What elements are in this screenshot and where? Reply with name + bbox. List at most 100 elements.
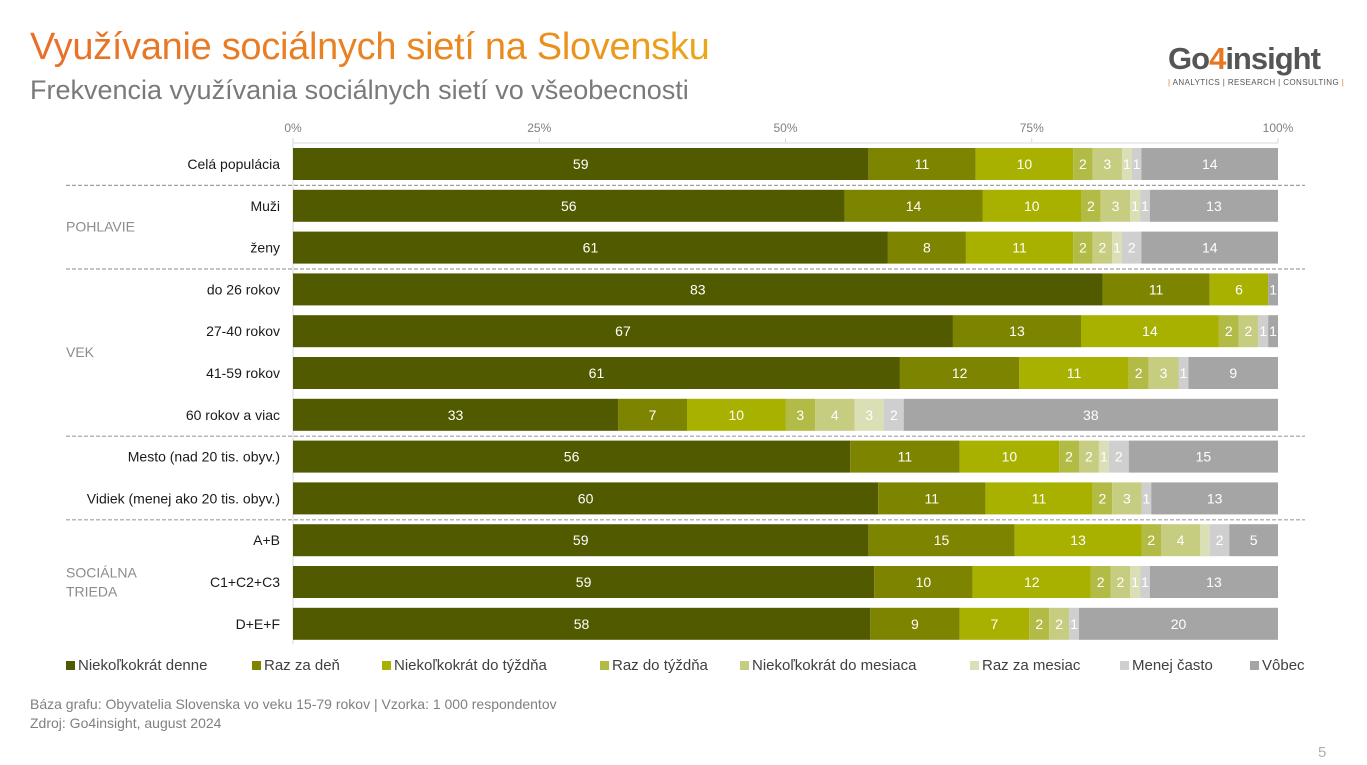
bar-segment xyxy=(1029,607,1050,640)
data-label: 11 xyxy=(1149,281,1164,297)
legend-swatch xyxy=(382,661,391,670)
data-label: 2 xyxy=(1135,365,1143,381)
category-label: 60 rokov a viac xyxy=(186,407,280,423)
data-label: 4 xyxy=(1177,532,1185,548)
data-label: 9 xyxy=(911,616,919,632)
group-label: POHLAVIE xyxy=(66,219,135,235)
data-label: 83 xyxy=(690,281,706,297)
data-label: 3 xyxy=(796,407,804,423)
data-label: 2 xyxy=(1085,449,1093,465)
bar-segment xyxy=(1209,524,1230,557)
data-label: 14 xyxy=(1142,323,1158,339)
bar-segment xyxy=(985,482,1093,515)
data-label: 33 xyxy=(448,407,464,423)
data-label: 7 xyxy=(991,616,999,632)
legend-swatch xyxy=(600,661,609,670)
bar-segment xyxy=(982,189,1081,222)
bar-segment xyxy=(1092,231,1113,264)
bar-segment xyxy=(975,148,1074,180)
bar-segment xyxy=(293,440,851,473)
bar-segment xyxy=(1073,231,1093,264)
page-subtitle: Frekvencia využívania sociálnych sietí v… xyxy=(30,75,689,105)
bar-segment xyxy=(1098,440,1109,473)
bar-segment xyxy=(1081,315,1219,348)
bar-segment xyxy=(1128,440,1278,473)
data-label: 60 xyxy=(578,490,594,506)
data-label: 1 xyxy=(1269,281,1277,297)
data-label: 1 xyxy=(1269,323,1277,339)
bar-segment xyxy=(1141,524,1161,557)
bar-segment xyxy=(1059,440,1080,473)
data-label: 1 xyxy=(1113,240,1121,256)
legend-item: Raz za mesiac xyxy=(970,657,1080,674)
data-label: 10 xyxy=(1017,156,1033,172)
category-label: 41-59 rokov xyxy=(206,365,280,381)
data-label: 10 xyxy=(1024,198,1040,214)
data-label: 3 xyxy=(1112,198,1120,214)
data-label: 11 xyxy=(898,449,913,465)
x-tick-label: 50% xyxy=(773,121,797,135)
data-label: 11 xyxy=(915,156,930,172)
data-label: 58 xyxy=(574,616,590,632)
footer-base-note: Báza grafu: Obyvatelia Slovenska vo veku… xyxy=(30,696,557,712)
bar-segment xyxy=(293,607,871,640)
category-label: ženy xyxy=(250,240,280,256)
bar-segment xyxy=(293,398,619,431)
data-label: 2 xyxy=(1117,574,1125,590)
category-label: 27-40 rokov xyxy=(206,323,280,339)
data-label: 2 xyxy=(1147,532,1155,548)
data-label: 13 xyxy=(1206,574,1222,590)
category-label: Mesto (nad 20 tis. obyv.) xyxy=(128,449,280,465)
data-label: 11 xyxy=(1012,240,1027,256)
bar-segment xyxy=(1140,566,1150,598)
legend-item: Niekoľkokrát do týždňa xyxy=(382,657,547,674)
category-label: C1+C2+C3 xyxy=(210,574,280,590)
bar-segment xyxy=(293,189,845,222)
bar-segment xyxy=(1199,524,1210,557)
data-label: 11 xyxy=(1032,490,1047,506)
bar-segment xyxy=(884,398,904,431)
data-label: 59 xyxy=(573,532,589,548)
bar-segment xyxy=(1131,148,1142,180)
bar-segment xyxy=(293,148,869,180)
data-label: 1 xyxy=(1259,323,1267,339)
data-label: 2 xyxy=(1216,532,1224,548)
bar-segment xyxy=(1081,189,1101,222)
category-label: A+B xyxy=(253,532,280,548)
data-label: 12 xyxy=(1024,574,1040,590)
chart-footer: Báza grafu: Obyvatelia Slovenska vo veku… xyxy=(30,695,557,733)
bar-segment xyxy=(972,566,1091,598)
group-label: TRIEDA xyxy=(66,584,118,600)
data-label: 1 xyxy=(1180,365,1188,381)
data-label: 3 xyxy=(1103,156,1111,172)
bar-segment xyxy=(1130,189,1141,222)
data-label: 13 xyxy=(1009,323,1025,339)
bar-segment xyxy=(618,398,687,431)
bar-segment xyxy=(1141,148,1278,180)
data-label: 5 xyxy=(1250,532,1258,548)
x-tick-label: 25% xyxy=(527,121,551,135)
legend-label: Raz za mesiac xyxy=(982,657,1081,674)
group-label: VEK xyxy=(66,344,95,360)
data-label: 12 xyxy=(952,365,968,381)
bar-segment xyxy=(1130,566,1141,598)
group-label: SOCIÁLNA xyxy=(66,565,137,581)
data-label: 2 xyxy=(1128,240,1136,256)
data-label: 2 xyxy=(1099,490,1107,506)
logo-four: 4 xyxy=(1209,41,1226,76)
legend-item: Niekoľkokrát do mesiaca xyxy=(740,657,916,674)
category-label: Muži xyxy=(250,198,280,214)
data-label: 7 xyxy=(649,407,657,423)
bar-segment xyxy=(1108,440,1129,473)
bar-segment xyxy=(1014,524,1142,557)
data-label: 1 xyxy=(1123,156,1131,172)
bar-segment xyxy=(293,357,900,389)
data-label: 61 xyxy=(589,365,605,381)
bar-segment xyxy=(1229,524,1278,557)
bar-segment xyxy=(293,482,879,515)
legend-item: Vôbec xyxy=(1250,657,1305,674)
data-label: 20 xyxy=(1171,616,1187,632)
bar-segment xyxy=(293,273,1103,306)
bar-segment xyxy=(1218,315,1239,348)
legend-label: Raz do týždňa xyxy=(612,657,708,674)
